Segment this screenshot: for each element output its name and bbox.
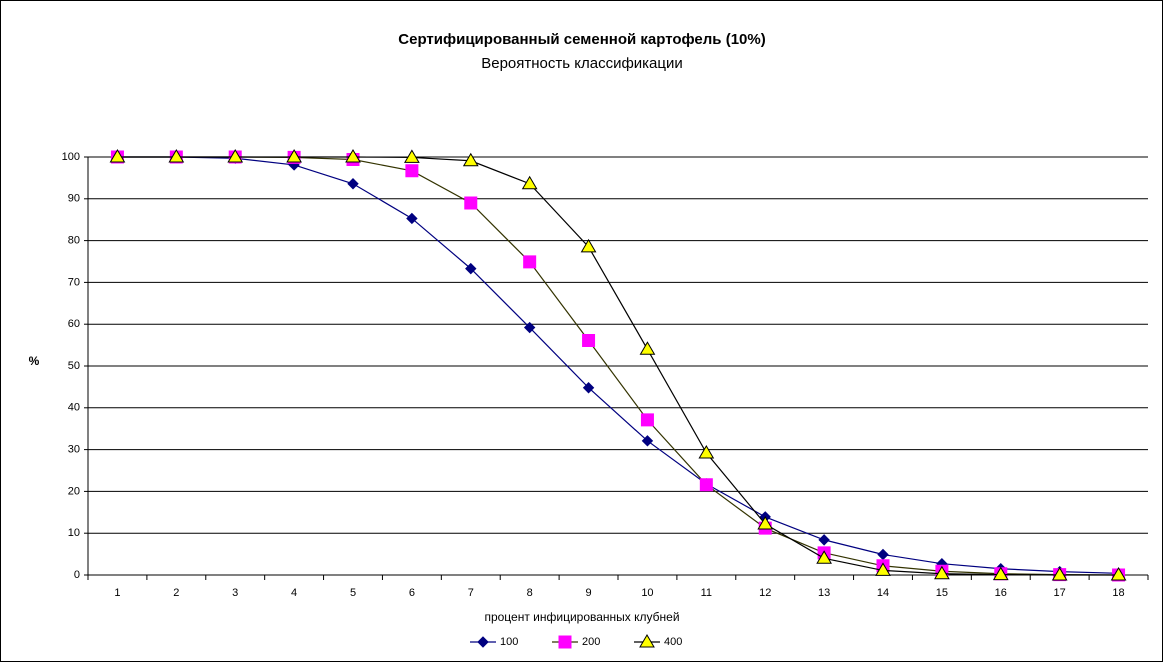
marker bbox=[521, 175, 538, 190]
marker bbox=[1110, 567, 1127, 581]
marker bbox=[934, 565, 950, 580]
marker bbox=[405, 164, 419, 178]
x-tick-label: 8 bbox=[527, 587, 533, 599]
marker bbox=[406, 212, 418, 225]
marker bbox=[640, 413, 654, 427]
y-tick-label: 60 bbox=[68, 318, 80, 330]
x-tick-label: 17 bbox=[1054, 587, 1066, 599]
x-axis-title: процент инфицированных клубней bbox=[484, 610, 679, 624]
marker bbox=[168, 149, 185, 163]
marker bbox=[286, 149, 302, 163]
x-tick-label: 18 bbox=[1112, 587, 1124, 599]
x-tick-label: 6 bbox=[409, 587, 415, 599]
x-tick-label: 7 bbox=[468, 587, 474, 599]
marker bbox=[462, 152, 479, 167]
x-tick-label: 5 bbox=[350, 587, 356, 599]
y-tick-label: 40 bbox=[68, 402, 80, 414]
marker bbox=[1051, 567, 1068, 581]
x-tick-label: 12 bbox=[759, 587, 771, 599]
marker bbox=[698, 444, 715, 459]
x-tick-label: 10 bbox=[641, 587, 653, 599]
marker bbox=[347, 178, 359, 190]
y-tick-label: 20 bbox=[68, 485, 80, 497]
y-tick-label: 100 bbox=[62, 151, 80, 163]
legend-label: 100 bbox=[500, 636, 518, 648]
x-tick-label: 1 bbox=[114, 587, 120, 599]
y-axis-title: % bbox=[29, 354, 40, 368]
x-tick-label: 2 bbox=[173, 587, 179, 599]
marker bbox=[699, 478, 713, 492]
x-tick-label: 16 bbox=[995, 587, 1007, 599]
y-tick-label: 80 bbox=[68, 235, 80, 247]
marker bbox=[582, 334, 596, 348]
x-tick-label: 13 bbox=[818, 587, 830, 599]
y-tick-label: 70 bbox=[68, 276, 80, 288]
marker bbox=[345, 149, 361, 163]
x-tick-label: 14 bbox=[877, 587, 889, 599]
x-tick-label: 11 bbox=[701, 587, 712, 599]
legend-label: 200 bbox=[582, 636, 600, 648]
marker bbox=[477, 636, 489, 648]
x-tick-label: 3 bbox=[232, 587, 238, 599]
series-line bbox=[117, 156, 1119, 574]
marker bbox=[580, 238, 597, 253]
y-tick-label: 50 bbox=[68, 360, 80, 372]
marker bbox=[109, 149, 126, 163]
marker bbox=[464, 196, 478, 210]
marker bbox=[582, 382, 595, 394]
x-tick-label: 9 bbox=[585, 587, 591, 599]
legend-label: 400 bbox=[664, 636, 682, 648]
marker bbox=[875, 562, 891, 576]
marker bbox=[641, 435, 654, 447]
marker bbox=[558, 635, 572, 649]
y-tick-label: 90 bbox=[68, 193, 80, 205]
x-tick-label: 15 bbox=[936, 587, 948, 599]
chart-title: Сертифицированный семенной картофель (10… bbox=[398, 31, 765, 48]
marker bbox=[639, 341, 656, 355]
marker bbox=[404, 149, 420, 163]
marker bbox=[757, 516, 774, 530]
y-tick-label: 10 bbox=[68, 527, 80, 539]
marker bbox=[639, 634, 655, 648]
series-line bbox=[117, 156, 1119, 576]
marker bbox=[818, 534, 830, 546]
marker bbox=[227, 149, 244, 163]
marker bbox=[465, 262, 477, 275]
marker bbox=[523, 321, 536, 334]
x-tick-label: 4 bbox=[291, 587, 297, 599]
marker bbox=[816, 550, 832, 564]
chart-subtitle: Вероятность классификации bbox=[481, 55, 683, 72]
marker bbox=[992, 566, 1009, 581]
y-tick-label: 0 bbox=[74, 569, 80, 581]
marker bbox=[523, 255, 537, 269]
y-tick-label: 30 bbox=[68, 444, 80, 456]
